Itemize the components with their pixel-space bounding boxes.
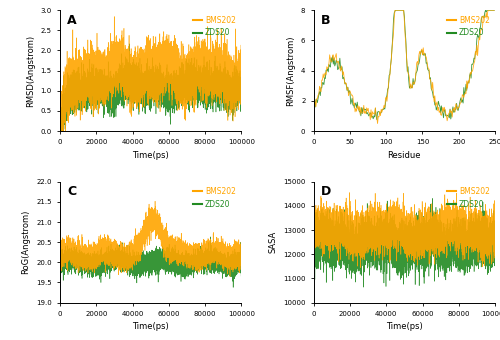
Text: C: C — [67, 185, 76, 199]
X-axis label: Time(ps): Time(ps) — [132, 322, 169, 332]
Legend: BMS202, ZDS20: BMS202, ZDS20 — [192, 186, 238, 210]
Legend: BMS202, ZDS20: BMS202, ZDS20 — [192, 14, 238, 39]
Y-axis label: SASA: SASA — [268, 231, 278, 253]
X-axis label: Residue: Residue — [388, 151, 421, 160]
Text: B: B — [321, 14, 330, 27]
Y-axis label: RoG(Angstrom): RoG(Angstrom) — [22, 210, 30, 274]
X-axis label: Time(ps): Time(ps) — [386, 322, 423, 332]
Text: D: D — [321, 185, 331, 199]
X-axis label: Time(ps): Time(ps) — [132, 151, 169, 160]
Y-axis label: RMSD(Angstrom): RMSD(Angstrom) — [26, 35, 35, 107]
Legend: BMS202, ZDS20: BMS202, ZDS20 — [445, 14, 491, 39]
Legend: BMS202, ZDS20: BMS202, ZDS20 — [445, 186, 491, 210]
Text: A: A — [67, 14, 77, 27]
Y-axis label: RMSF(Angstrom): RMSF(Angstrom) — [286, 35, 296, 106]
